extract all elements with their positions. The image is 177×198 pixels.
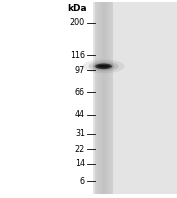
Text: 44: 44	[75, 110, 85, 119]
Text: 6: 6	[80, 177, 85, 186]
FancyBboxPatch shape	[93, 2, 177, 194]
Ellipse shape	[88, 61, 119, 71]
Text: 200: 200	[70, 18, 85, 27]
Bar	[95, 2, 96, 194]
Ellipse shape	[93, 63, 115, 70]
Bar	[102, 2, 103, 194]
Bar	[109, 2, 110, 194]
Bar	[112, 2, 113, 194]
Ellipse shape	[82, 59, 125, 73]
Bar	[96, 2, 97, 194]
Bar	[111, 2, 112, 194]
Bar	[110, 2, 111, 194]
Bar	[100, 2, 101, 194]
Text: 14: 14	[75, 159, 85, 168]
Bar	[108, 2, 109, 194]
Ellipse shape	[95, 64, 112, 69]
Bar	[101, 2, 102, 194]
Text: 97: 97	[75, 66, 85, 75]
FancyBboxPatch shape	[93, 2, 177, 194]
Text: 116: 116	[70, 51, 85, 60]
Ellipse shape	[98, 65, 109, 68]
Bar	[103, 2, 104, 194]
Bar	[98, 2, 99, 194]
Bar	[105, 2, 106, 194]
Text: 22: 22	[75, 145, 85, 154]
Bar	[106, 2, 107, 194]
Bar	[107, 2, 108, 194]
Bar	[104, 2, 105, 194]
Bar	[99, 2, 100, 194]
Text: kDa: kDa	[67, 4, 87, 13]
Text: 31: 31	[75, 129, 85, 138]
Text: 66: 66	[75, 88, 85, 97]
Bar	[97, 2, 98, 194]
